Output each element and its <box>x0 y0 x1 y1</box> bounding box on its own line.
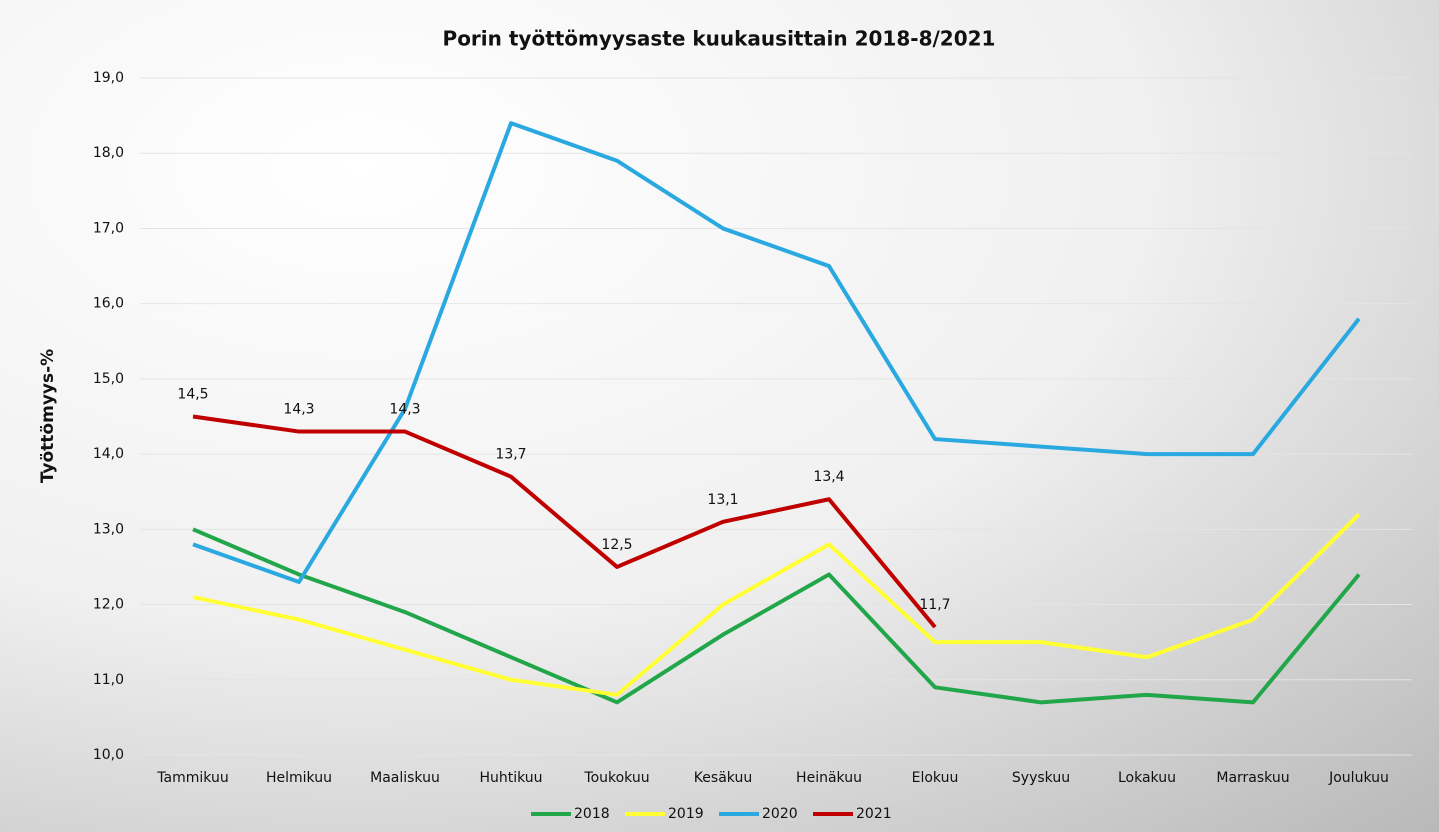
x-tick-label: Elokuu <box>912 770 959 786</box>
y-tick-label: 13,0 <box>93 521 124 537</box>
y-tick-label: 10,0 <box>93 747 124 763</box>
x-tick-label: Maaliskuu <box>370 770 440 786</box>
x-tick-label: Tammikuu <box>156 770 228 786</box>
y-tick-label: 12,0 <box>93 597 124 613</box>
y-tick-label: 19,0 <box>93 70 124 86</box>
y-tick-label: 11,0 <box>93 672 124 688</box>
line-series <box>192 512 1361 697</box>
x-tick-label: Huhtikuu <box>479 770 542 786</box>
line-series <box>192 121 1361 584</box>
x-tick-label: Kesäkuu <box>694 770 752 786</box>
x-tick-label: Helmikuu <box>266 770 332 786</box>
line-series <box>192 527 1361 705</box>
data-label: 13,1 <box>707 492 738 508</box>
x-tick-label: Heinäkuu <box>796 770 862 786</box>
y-tick-label: 16,0 <box>93 296 124 312</box>
legend-label: 2020 <box>762 806 798 822</box>
data-label: 14,3 <box>389 402 420 418</box>
data-label: 14,5 <box>177 387 208 403</box>
y-tick-label: 14,0 <box>93 446 124 462</box>
data-label: 11,7 <box>919 597 950 613</box>
data-label: 14,3 <box>283 402 314 418</box>
y-axis-label: Työttömyys-% <box>38 349 58 483</box>
y-tick-label: 15,0 <box>93 371 124 387</box>
y-tick-label: 17,0 <box>93 220 124 236</box>
chart-title: Porin työttömyysaste kuukausittain 2018-… <box>443 27 996 51</box>
x-tick-label: Syyskuu <box>1012 770 1070 786</box>
line-series <box>192 414 937 629</box>
x-tick-label: Joulukuu <box>1328 770 1389 786</box>
x-tick-label: Marraskuu <box>1216 770 1289 786</box>
data-label: 13,7 <box>495 447 526 463</box>
y-tick-label: 18,0 <box>93 145 124 161</box>
x-tick-label: Toukokuu <box>583 770 649 786</box>
legend-label: 2018 <box>574 806 610 822</box>
data-label: 12,5 <box>601 537 632 553</box>
legend-label: 2021 <box>856 806 892 822</box>
legend-label: 2019 <box>668 806 704 822</box>
x-tick-label: Lokakuu <box>1118 770 1176 786</box>
data-label: 13,4 <box>813 469 844 485</box>
